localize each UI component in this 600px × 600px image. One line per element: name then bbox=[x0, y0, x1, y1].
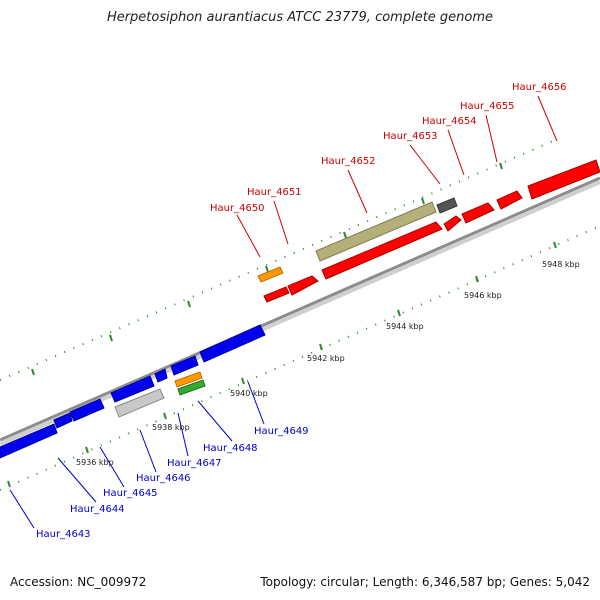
leader-line-haur-4648 bbox=[197, 400, 233, 442]
leader-line-haur-4653 bbox=[409, 144, 441, 185]
kbp-label-5946: 5946 kbp bbox=[464, 291, 502, 300]
leader-line-haur-4643 bbox=[9, 489, 35, 529]
gene-label-haur-4646[interactable]: Haur_4646 bbox=[136, 473, 191, 484]
kbp-label-5936: 5936 kbp bbox=[76, 458, 114, 467]
leader-line-haur-4644 bbox=[57, 457, 97, 503]
gene-label-haur-4650[interactable]: Haur_4650 bbox=[210, 203, 265, 214]
gene-arrow-haur-4645[interactable] bbox=[69, 398, 105, 422]
major-tick bbox=[31, 368, 35, 376]
gene-label-haur-4656[interactable]: Haur_4656 bbox=[512, 82, 567, 93]
gene-arrow-haur-4650[interactable] bbox=[257, 266, 284, 283]
tick-track-bottom bbox=[0, 225, 600, 491]
gene-arrow-haur-4654b[interactable] bbox=[461, 202, 495, 224]
leader-line-haur-4646 bbox=[139, 429, 157, 473]
gene-arrow-haur-4647[interactable] bbox=[170, 355, 199, 376]
leader-line-haur-4655 bbox=[485, 114, 498, 163]
kbp-label-5944: 5944 kbp bbox=[386, 322, 424, 331]
gene-label-haur-4654[interactable]: Haur_4654 bbox=[422, 116, 477, 127]
major-tick bbox=[499, 162, 503, 170]
leader-line-haur-4649 bbox=[247, 381, 265, 425]
leader-line-haur-4651 bbox=[273, 200, 289, 245]
genome-title: Herpetosiphon aurantiacus ATCC 23779, co… bbox=[106, 10, 494, 25]
major-tick bbox=[319, 343, 323, 351]
gene-label-haur-4652[interactable]: Haur_4652 bbox=[321, 156, 376, 167]
major-ticks bbox=[7, 162, 557, 488]
gene-arrow-haur-4651b[interactable] bbox=[287, 275, 319, 296]
gene-label-haur-4644[interactable]: Haur_4644 bbox=[70, 504, 125, 515]
major-tick bbox=[187, 300, 191, 308]
major-tick bbox=[553, 241, 557, 249]
kbp-label-5948: 5948 kbp bbox=[542, 260, 580, 269]
reverse-label-lines bbox=[9, 381, 265, 529]
gene-arrow-haur-4652b[interactable] bbox=[321, 221, 443, 280]
gene-arrow-haur-4649[interactable] bbox=[199, 324, 266, 363]
tick-row-top bbox=[0, 137, 561, 381]
major-tick bbox=[7, 480, 11, 488]
gene-label-haur-4645[interactable]: Haur_4645 bbox=[103, 488, 158, 499]
gene-arrow-haur-4646a[interactable] bbox=[110, 375, 155, 403]
leader-line-haur-4654 bbox=[447, 129, 465, 176]
kbp-label-5940: 5940 kbp bbox=[230, 389, 268, 398]
forward-gene-track bbox=[257, 159, 600, 303]
gene-label-haur-4655[interactable]: Haur_4655 bbox=[460, 101, 515, 112]
gene-label-haur-4647[interactable]: Haur_4647 bbox=[167, 458, 222, 469]
reverse-gene-track bbox=[0, 324, 266, 459]
major-tick bbox=[241, 377, 245, 385]
major-tick bbox=[343, 231, 347, 239]
gene-arrow-haur-4653[interactable] bbox=[436, 197, 458, 214]
kbp-label-5938: 5938 kbp bbox=[152, 423, 190, 432]
gene-arrow-haur-4644[interactable] bbox=[53, 412, 73, 429]
gene-label-haur-4651[interactable]: Haur_4651 bbox=[247, 187, 302, 198]
forward-label-lines bbox=[236, 95, 558, 258]
major-tick bbox=[109, 334, 113, 342]
major-tick bbox=[475, 275, 479, 283]
major-tick bbox=[265, 265, 269, 273]
major-tick bbox=[397, 309, 401, 317]
major-tick bbox=[163, 412, 167, 420]
tick-row-bottom bbox=[0, 225, 600, 491]
leader-line-haur-4650 bbox=[236, 214, 261, 258]
gene-arrow-haur-4655[interactable] bbox=[496, 190, 523, 210]
backbone-line bbox=[0, 176, 600, 442]
topology-text: Topology: circular; Length: 6,346,587 bp… bbox=[260, 575, 590, 589]
leader-line-haur-4645 bbox=[99, 446, 125, 488]
gene-arrow-haur-4648b[interactable] bbox=[177, 379, 206, 396]
forward-gene-labels: Haur_4650 Haur_4651 Haur_4652 Haur_4653 … bbox=[210, 82, 567, 214]
gene-arrow-haur-4652[interactable] bbox=[315, 201, 437, 262]
kbp-label-5942: 5942 kbp bbox=[307, 354, 345, 363]
gene-arrow-haur-4651a[interactable] bbox=[263, 286, 290, 303]
leader-line-haur-4647 bbox=[177, 412, 189, 457]
gene-arrow-haur-4654a[interactable] bbox=[443, 215, 462, 232]
gene-arrow-haur-4646c[interactable] bbox=[114, 388, 165, 418]
tick-track-top bbox=[0, 137, 561, 381]
accession-text: Accession: NC_009972 bbox=[10, 575, 147, 589]
gene-label-haur-4653[interactable]: Haur_4653 bbox=[383, 131, 438, 142]
gene-arrow-haur-4656[interactable] bbox=[527, 159, 600, 200]
gene-label-haur-4648[interactable]: Haur_4648 bbox=[203, 443, 258, 454]
major-tick bbox=[85, 446, 89, 454]
gene-arrow-haur-4648a[interactable] bbox=[174, 371, 203, 388]
kbp-labels: 5936 kbp 5938 kbp 5940 kbp 5942 kbp 5944… bbox=[76, 260, 580, 467]
gene-label-haur-4643[interactable]: Haur_4643 bbox=[36, 529, 91, 540]
leader-line-haur-4656 bbox=[537, 95, 558, 142]
gene-label-haur-4649[interactable]: Haur_4649 bbox=[254, 426, 309, 437]
reverse-gene-labels: Haur_4643 Haur_4644 Haur_4645 Haur_4646 … bbox=[36, 426, 309, 540]
gene-arrow-haur-4643[interactable] bbox=[0, 423, 58, 459]
gene-arrow-haur-4646b[interactable] bbox=[154, 368, 168, 383]
leader-line-haur-4652 bbox=[347, 169, 368, 214]
major-tick bbox=[421, 197, 425, 205]
